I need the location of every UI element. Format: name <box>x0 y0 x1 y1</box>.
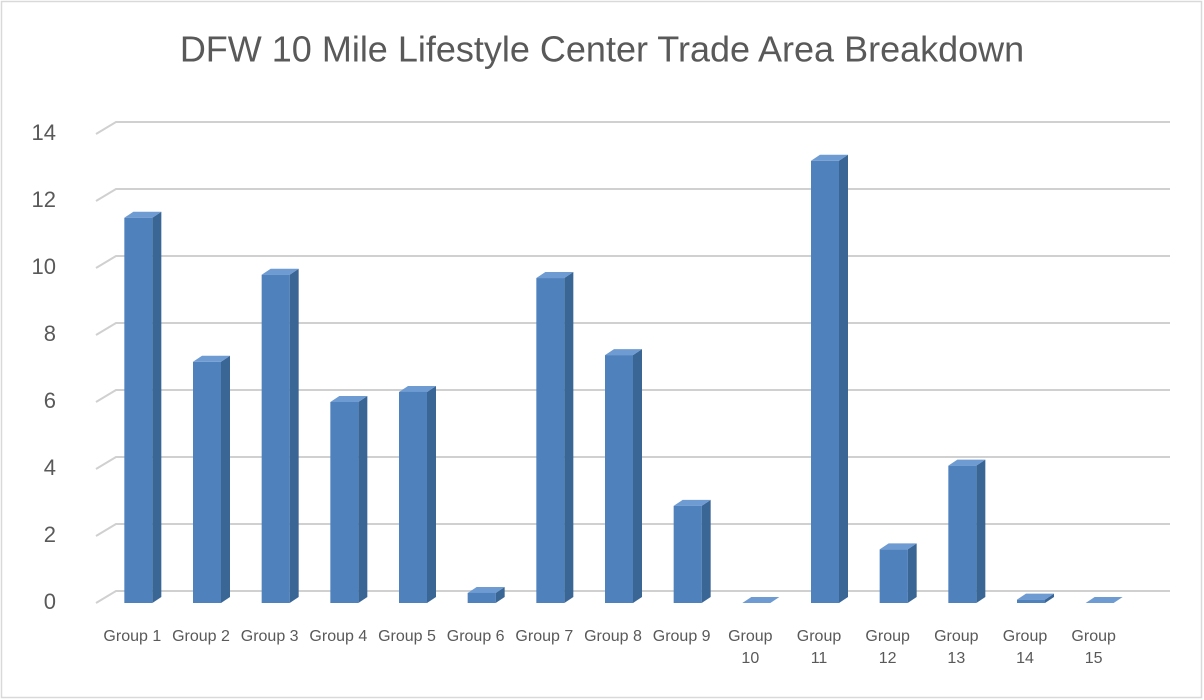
bar-front <box>811 160 839 604</box>
bar-front <box>673 505 702 603</box>
y-tick-label: 0 <box>44 589 56 614</box>
x-tick-label: Group 13 <box>934 628 979 667</box>
x-tick-label: Group 5 <box>378 628 436 645</box>
y-tick-label: 10 <box>32 254 56 279</box>
y-tick-label: 6 <box>44 388 56 413</box>
y-tick-label: 2 <box>44 522 56 547</box>
bar-front <box>948 465 977 603</box>
bar-top <box>124 211 162 218</box>
bar-front <box>193 361 221 603</box>
bar-front <box>124 217 153 603</box>
bar-top <box>742 597 780 603</box>
y-tick-label: 14 <box>32 120 56 145</box>
bar-side <box>976 459 986 603</box>
x-tick-label: Group 9 <box>652 628 711 645</box>
bar <box>879 543 917 603</box>
bar-top <box>1085 597 1123 603</box>
bar-top <box>536 272 574 279</box>
bar-side <box>221 355 230 603</box>
bar-side <box>701 499 711 603</box>
bar-top <box>261 268 299 275</box>
bar-top <box>811 154 848 161</box>
bar-top <box>948 459 986 466</box>
bar-side <box>427 385 436 603</box>
bar-top <box>193 355 230 362</box>
x-tick-label: Group 11 <box>796 628 842 667</box>
y-tick-label: 4 <box>44 455 56 480</box>
bar-top <box>330 396 368 402</box>
bar-side <box>152 211 162 603</box>
bar <box>124 211 162 603</box>
bar <box>193 355 230 603</box>
bar <box>330 396 368 603</box>
bar-side <box>289 268 299 603</box>
bar-side <box>1045 593 1054 603</box>
bar <box>1017 593 1054 603</box>
bar <box>673 499 711 603</box>
x-tick-label: Group 7 <box>515 628 574 645</box>
bar-side <box>564 272 574 603</box>
bar-side <box>907 543 917 603</box>
x-tick-label: Group 8 <box>584 628 642 645</box>
y-tick-label: 8 <box>44 321 56 346</box>
x-tick-label: Group 1 <box>103 628 162 645</box>
bar <box>811 154 848 604</box>
bar-front <box>536 278 565 603</box>
grid-line <box>95 121 1170 135</box>
chart-title: DFW 10 Mile Lifestyle Center Trade Area … <box>180 29 1024 70</box>
bar <box>742 597 780 603</box>
bar <box>399 385 436 603</box>
bar <box>605 349 642 603</box>
bar-top <box>879 543 917 550</box>
bar-side <box>839 154 848 604</box>
bar-top <box>399 385 436 392</box>
bar-side <box>633 349 642 603</box>
bar-front <box>467 592 496 603</box>
x-tick-label: Group 4 <box>309 628 368 645</box>
x-tick-label: Group 14 <box>1002 628 1048 667</box>
bar <box>1085 597 1123 603</box>
bar-front <box>330 402 359 603</box>
bar-top <box>673 499 711 506</box>
bar-top <box>467 586 505 593</box>
x-tick-label: Group 10 <box>728 628 773 667</box>
x-tick-label: Group 3 <box>240 628 299 645</box>
bar-front <box>399 391 427 603</box>
bar-top <box>1017 593 1054 600</box>
x-tick-label: Group 6 <box>446 628 505 645</box>
x-tick-label: Group 2 <box>172 628 230 645</box>
x-tick-label: Group 15 <box>1071 628 1116 667</box>
bar-top <box>605 349 642 356</box>
y-tick-label: 12 <box>32 187 56 212</box>
bar <box>467 586 505 603</box>
bar <box>261 268 299 603</box>
bar-front <box>261 274 290 603</box>
bar-side <box>495 586 505 603</box>
bar-front <box>1017 599 1045 603</box>
bar-side <box>358 396 368 603</box>
bar <box>536 272 574 603</box>
bar-front <box>879 549 908 603</box>
bar <box>948 459 986 603</box>
x-tick-label: Group 12 <box>865 628 910 667</box>
bar-front <box>605 355 633 603</box>
